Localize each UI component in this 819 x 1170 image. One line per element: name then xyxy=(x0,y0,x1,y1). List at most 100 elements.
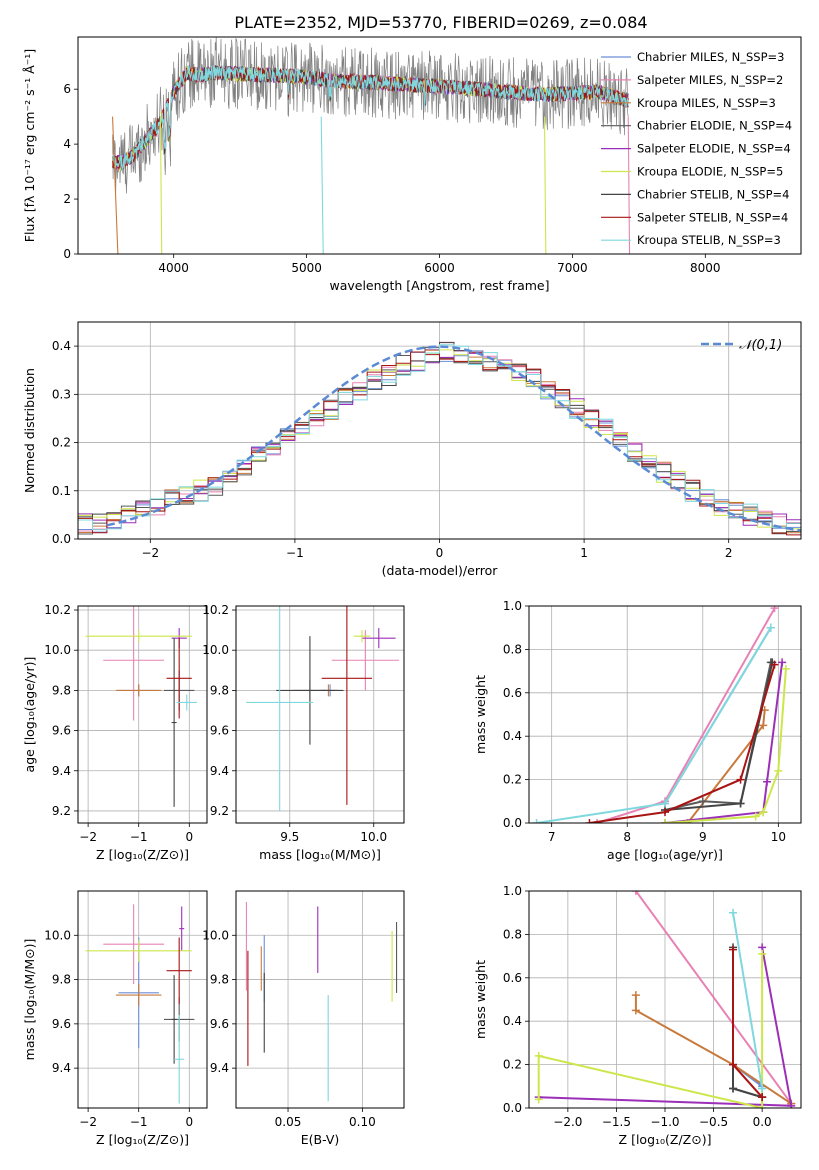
panel-mass-weight-vs-metallicity: −2.0 −1.5 −1.0 −0.5 0.0 0.0 0.2 0.4 0.6 0.8 1.0 Z [… xyxy=(473,884,802,1147)
legend-label: Chabrier ELODIE, N_SSP=4 xyxy=(637,119,792,133)
legend-label: Salpeter STELIB, N_SSP=4 xyxy=(637,210,788,224)
x-tick-label: 2 xyxy=(725,546,733,560)
weight-marker xyxy=(534,1095,543,1104)
x-tick-label: 9 xyxy=(699,830,707,844)
weight-line-salpeter-miles xyxy=(635,891,793,1105)
weight-marker xyxy=(758,949,767,958)
x-tick-label: 0.10 xyxy=(349,1115,376,1129)
weight-marker xyxy=(698,797,707,806)
x-tick-label: −1 xyxy=(130,830,148,844)
x-tick-label: 5000 xyxy=(291,261,322,275)
spectrum-edge-drop xyxy=(112,116,119,254)
plot-area xyxy=(85,904,195,1104)
panel-residual-histogram: −2 −1 0 1 2 0.0 0.1 0.2 0.3 0.4 (data-model)/error… xyxy=(22,321,802,578)
y-tick-label: 9.6 xyxy=(210,1017,229,1031)
weight-marker xyxy=(585,819,594,823)
x-tick-label: −2 xyxy=(79,1115,97,1129)
panel-mass-vs-metallicity: −2 −1 0 9.4 9.6 9.8 10.0 Z [log₁₀(Z/Z⊙)] mass [l… xyxy=(22,890,208,1147)
weight-marker xyxy=(736,799,745,808)
weight-marker xyxy=(661,808,669,817)
panel-age-vs-metallicity: −2 −1 0 9.2 9.4 9.6 9.8 10.0 10.2 Z [log₁₀(Z/Z⊙)]… xyxy=(22,603,208,862)
y-tick-label: 0.4 xyxy=(52,339,71,353)
y-tick-label: 0.2 xyxy=(503,773,522,787)
histogram-kroupa-stelib xyxy=(78,344,801,539)
y-tick-label: 9.2 xyxy=(210,804,229,818)
y-tick-label: 0.6 xyxy=(503,686,522,700)
x-tick-label: −2 xyxy=(141,546,159,560)
model-spectrum-kroupa-stelib xyxy=(112,64,629,171)
y-tick-label: 2 xyxy=(63,192,71,206)
y-tick-label: 0.2 xyxy=(52,436,71,450)
observed-spectrum-line xyxy=(112,37,629,194)
weight-marker xyxy=(729,908,737,917)
x-tick-label: 4000 xyxy=(158,261,189,275)
y-tick-label: 9.8 xyxy=(52,973,71,987)
weight-line-kroupa-elodie xyxy=(537,953,764,1108)
x-tick-label: −1.5 xyxy=(602,1115,631,1129)
y-tick-label: 10.2 xyxy=(202,603,229,617)
x-tick-label: −1 xyxy=(286,546,304,560)
y-tick-label: 10.0 xyxy=(202,643,229,657)
legend-label: Kroupa STELIB, N_SSP=3 xyxy=(637,233,781,247)
y-tick-label: 1.0 xyxy=(503,884,522,898)
x-tick-label: −2.0 xyxy=(553,1115,582,1129)
panel-spectrum: 4000 5000 6000 7000 8000 0 2 4 6 wavelength [Angs… xyxy=(22,36,802,293)
y-tick-label: 0.0 xyxy=(52,532,71,546)
figure-title: PLATE=2352, MJD=53770, FIBERID=0269, z=0… xyxy=(234,13,647,32)
weight-marker xyxy=(759,808,768,817)
y-tick-label: 10.0 xyxy=(44,928,71,942)
plot-area xyxy=(78,341,801,539)
y-tick-label: 0.0 xyxy=(503,1101,522,1115)
weight-line-kroupa-elodie xyxy=(664,668,787,823)
plot-area xyxy=(245,902,398,1102)
y-axis-label: mass [log₁₀(M/M⊙)] xyxy=(22,939,37,1061)
plot-area xyxy=(534,891,796,1108)
y-axis-label: Flux [fλ 10⁻¹⁷ erg cm⁻² s⁻¹ Å⁻¹] xyxy=(22,49,37,242)
weight-marker xyxy=(736,775,745,784)
weight-marker xyxy=(729,1084,737,1093)
x-tick-label: 1 xyxy=(580,546,588,560)
legend-label: Chabrier STELIB, N_SSP=4 xyxy=(637,187,789,201)
x-tick-label: 7 xyxy=(548,830,556,844)
y-tick-label: 10.0 xyxy=(202,928,229,942)
spectrum-edge-drop xyxy=(320,116,324,254)
weight-line-salpeter-elodie xyxy=(664,662,784,823)
weight-marker xyxy=(758,1104,767,1108)
weight-marker xyxy=(781,664,790,673)
y-tick-label: 9.4 xyxy=(210,1061,229,1075)
weight-marker xyxy=(770,660,779,669)
y-tick-label: 9.4 xyxy=(210,764,229,778)
x-tick-label: 0 xyxy=(185,830,193,844)
weight-marker xyxy=(631,1006,640,1015)
x-tick-label: 8000 xyxy=(690,261,721,275)
x-axis-label: Z [log₁₀(Z/Z⊙)] xyxy=(96,847,189,862)
x-tick-label: 10.0 xyxy=(360,830,387,844)
x-tick-label: 6000 xyxy=(424,261,455,275)
weight-marker xyxy=(532,819,541,823)
x-tick-label: −1.0 xyxy=(650,1115,679,1129)
x-tick-label: −2 xyxy=(79,830,97,844)
y-tick-label: 0.8 xyxy=(503,927,522,941)
legend-label: Salpeter ELODIE, N_SSP=4 xyxy=(637,142,791,156)
weight-marker xyxy=(758,1093,767,1102)
weight-line-salpeter-stelib xyxy=(589,664,776,823)
weight-marker xyxy=(766,623,775,632)
spectrum-edge-drop xyxy=(543,116,547,254)
x-tick-label: −1 xyxy=(130,1115,148,1129)
axes-frame xyxy=(77,605,208,824)
weight-marker xyxy=(729,945,737,954)
x-tick-label: 0.0 xyxy=(753,1115,772,1129)
legend-label: Chabrier MILES, N_SSP=3 xyxy=(637,50,784,64)
x-axis-label: E(B-V) xyxy=(301,1132,340,1147)
y-tick-label: 0.0 xyxy=(503,816,522,830)
y-tick-label: 0.2 xyxy=(503,1058,522,1072)
y-tick-label: 0.6 xyxy=(503,971,522,985)
plot-area xyxy=(85,606,197,807)
y-tick-label: 9.8 xyxy=(210,683,229,697)
weight-marker xyxy=(661,799,669,808)
weight-marker xyxy=(774,766,783,775)
x-tick-label: 0 xyxy=(185,1115,193,1129)
y-axis-label: mass weight xyxy=(473,960,488,1039)
weight-marker xyxy=(631,991,640,1000)
